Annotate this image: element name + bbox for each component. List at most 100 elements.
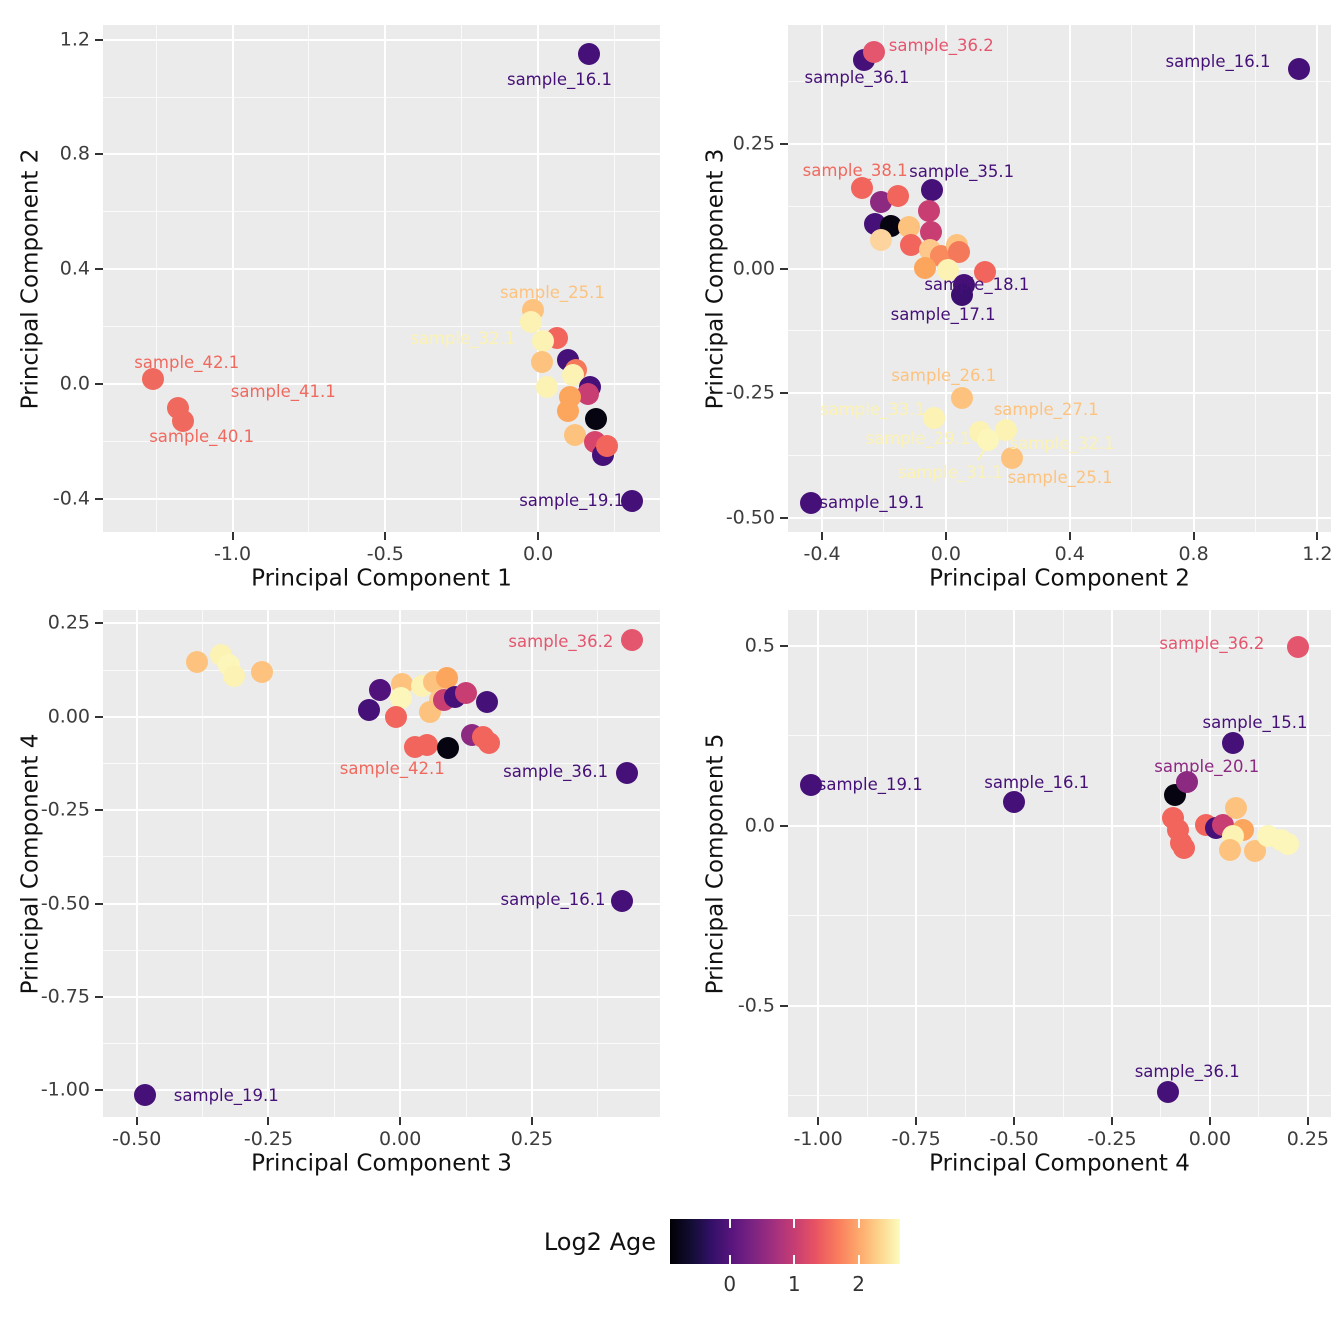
data-point bbox=[920, 179, 943, 202]
gridline-minor bbox=[103, 211, 660, 213]
x-tick-label: -0.25 bbox=[243, 1128, 294, 1150]
data-point bbox=[1222, 732, 1245, 755]
data-point bbox=[914, 257, 937, 280]
x-tick-label: -0.25 bbox=[1087, 1128, 1137, 1150]
x-tick-mark bbox=[1013, 1117, 1016, 1125]
data-point bbox=[1218, 839, 1241, 862]
gridline-major bbox=[1110, 610, 1113, 1117]
sample-label: sample_16.1 bbox=[500, 889, 606, 909]
data-point bbox=[898, 216, 921, 239]
x-axis-title-pc3: Principal Component 3 bbox=[251, 1150, 512, 1177]
y-tick-label: 0.00 bbox=[732, 257, 775, 280]
gridline-minor bbox=[103, 440, 660, 442]
gridline-minor bbox=[308, 25, 310, 532]
data-point bbox=[577, 382, 600, 405]
data-point bbox=[870, 191, 893, 214]
gridline-major bbox=[788, 824, 1331, 827]
data-point bbox=[974, 261, 997, 283]
y-tick-label: 0.0 bbox=[59, 372, 90, 395]
sample-label: sample_36.2 bbox=[1159, 633, 1265, 653]
data-point bbox=[557, 399, 580, 422]
y-tick-mark bbox=[780, 1004, 788, 1007]
sample-label: sample_29.1 bbox=[865, 428, 971, 448]
colorbar-gradient bbox=[670, 1219, 900, 1264]
sample-label: sample_36.2 bbox=[508, 631, 614, 651]
sample-label: sample_36.1 bbox=[1134, 1061, 1240, 1081]
x-tick-label: 0.25 bbox=[1286, 1128, 1330, 1150]
data-point bbox=[611, 889, 634, 912]
data-point bbox=[186, 650, 209, 673]
x-tick-label: 0.0 bbox=[522, 543, 554, 565]
data-point bbox=[223, 664, 246, 687]
sample-label: sample_15.1 bbox=[1202, 713, 1308, 733]
data-point bbox=[976, 429, 999, 452]
x-tick-label: 0.8 bbox=[1178, 543, 1209, 565]
gridline-major bbox=[1316, 25, 1319, 532]
y-tick-label: -0.25 bbox=[725, 381, 775, 404]
y-tick-label: -0.50 bbox=[40, 892, 90, 915]
data-point bbox=[900, 234, 923, 257]
y-tick-mark bbox=[95, 268, 103, 271]
y-tick-mark bbox=[780, 142, 788, 145]
colorbar-tick-label: 2 bbox=[852, 1272, 865, 1296]
data-point bbox=[615, 761, 638, 784]
data-point bbox=[369, 679, 392, 702]
x-tick-label: 0.25 bbox=[510, 1128, 554, 1150]
gridline-minor bbox=[103, 763, 660, 765]
legend-title: Log2 Age bbox=[543, 1227, 656, 1256]
data-point bbox=[577, 42, 600, 65]
sample-label: sample_16.1 bbox=[1165, 51, 1271, 71]
y-tick-label: -0.4 bbox=[52, 487, 90, 510]
x-tick-mark bbox=[537, 532, 540, 540]
sample-label: sample_36.1 bbox=[804, 67, 910, 87]
gridline-minor bbox=[1131, 25, 1133, 532]
gridline-minor bbox=[788, 1094, 1331, 1096]
y-axis-title-pc5: Principal Component 5 bbox=[702, 733, 729, 994]
gridline-minor bbox=[788, 205, 1331, 207]
sample-label: sample_35.1 bbox=[909, 161, 1015, 181]
x-tick-mark bbox=[944, 532, 947, 540]
data-point bbox=[455, 682, 478, 705]
x-tick-mark bbox=[1306, 1117, 1309, 1125]
sample-label: sample_40.1 bbox=[149, 427, 255, 447]
gridline-major bbox=[103, 809, 660, 812]
x-tick-mark bbox=[1192, 532, 1195, 540]
data-point bbox=[437, 737, 460, 760]
plot-area bbox=[103, 25, 660, 532]
x-tick-mark bbox=[135, 1117, 138, 1125]
data-point bbox=[1276, 833, 1299, 856]
data-point bbox=[416, 734, 439, 757]
sample-label: sample_36.2 bbox=[888, 36, 994, 56]
gridline-major bbox=[103, 382, 660, 385]
y-tick-label: 1.2 bbox=[59, 28, 90, 51]
data-point bbox=[436, 666, 459, 689]
colorbar-tick-label: 0 bbox=[723, 1272, 737, 1296]
y-tick-mark bbox=[95, 902, 103, 905]
data-point bbox=[562, 364, 585, 387]
sample-label: sample_31.1 bbox=[897, 462, 1003, 482]
gridline-minor bbox=[788, 80, 1331, 82]
data-point bbox=[1001, 447, 1024, 470]
y-axis-title-pc4: Principal Component 4 bbox=[17, 733, 44, 994]
sample-label: sample_32.1 bbox=[1009, 433, 1115, 453]
data-point bbox=[950, 283, 973, 306]
y-tick-mark bbox=[95, 153, 103, 156]
gridline-major bbox=[103, 38, 660, 41]
colorbar-tick-mark bbox=[793, 1255, 796, 1264]
sample-label: sample_19.1 bbox=[817, 774, 923, 794]
gridline-major bbox=[103, 715, 660, 718]
gridline-minor bbox=[202, 610, 204, 1117]
gridline-minor bbox=[1254, 25, 1256, 532]
y-tick-label: -0.75 bbox=[40, 985, 90, 1008]
y-tick-label: -1.00 bbox=[40, 1078, 90, 1101]
gridline-minor bbox=[333, 610, 335, 1117]
gridline-minor bbox=[788, 330, 1331, 332]
y-tick-label: -0.5 bbox=[737, 994, 775, 1017]
gridline-minor bbox=[1258, 610, 1260, 1117]
sample-label: sample_18.1 bbox=[924, 274, 1030, 294]
data-point bbox=[1003, 790, 1026, 813]
gridline-major bbox=[103, 1089, 660, 1092]
sample-label: sample_19.1 bbox=[519, 490, 625, 510]
y-tick-label: 0.00 bbox=[47, 705, 90, 728]
gridline-minor bbox=[461, 25, 463, 532]
